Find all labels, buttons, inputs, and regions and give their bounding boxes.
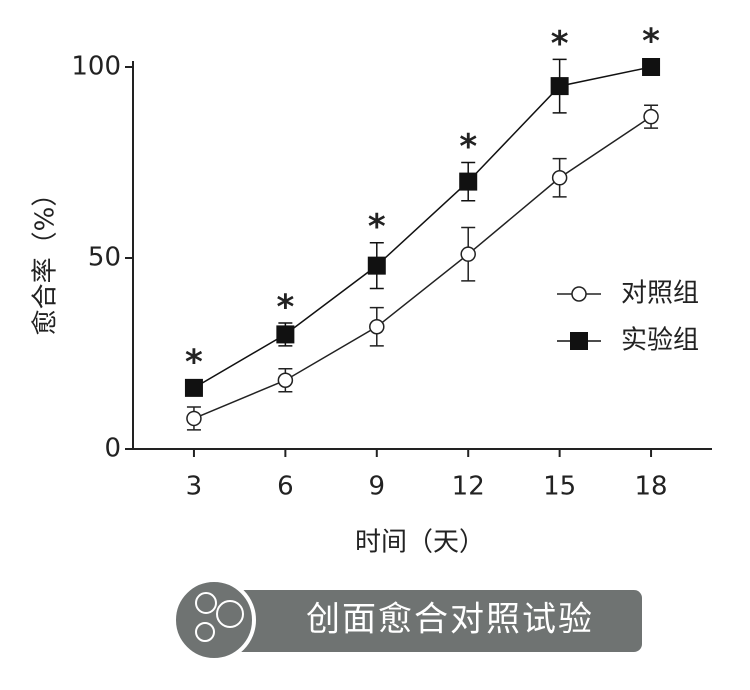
point — [184, 378, 203, 397]
point — [642, 58, 661, 76]
legend-label: 实验组 — [621, 326, 699, 356]
point — [369, 319, 385, 335]
significance-label: * — [642, 22, 660, 62]
point — [550, 77, 569, 96]
x-axis-label: 时间（天） — [355, 528, 485, 558]
caption: 创面愈合对照试验 — [306, 600, 594, 640]
x-tick-label: 12 — [452, 472, 485, 502]
x-tick-label: 6 — [277, 472, 294, 502]
significance-label: * — [459, 127, 477, 167]
significance-label: * — [185, 342, 203, 382]
significance-label: * — [276, 287, 294, 327]
point — [186, 410, 202, 427]
point — [276, 325, 295, 344]
x-tick-label: 9 — [369, 472, 386, 502]
significance-label: * — [551, 24, 569, 64]
y-axis-label: 愈合率（%） — [31, 181, 61, 336]
bubble — [216, 600, 244, 628]
significance-label: * — [368, 207, 386, 247]
bubble — [195, 592, 217, 614]
banner-bg — [190, 590, 642, 652]
point — [367, 256, 386, 275]
legend-marker — [570, 332, 588, 350]
point — [551, 170, 568, 186]
banner-icon-bg — [172, 578, 256, 662]
point — [459, 172, 478, 191]
y-tick-label: 50 — [88, 243, 121, 273]
caption-banner: 创面愈合对照试验 — [172, 578, 642, 662]
point — [277, 372, 294, 388]
x-tick-label: 18 — [635, 472, 668, 502]
bubble — [195, 622, 215, 642]
x-tick-label: 15 — [543, 472, 576, 502]
line — [193, 116, 652, 420]
line — [193, 66, 652, 389]
point — [460, 246, 476, 262]
y-tick-label: 100 — [71, 52, 121, 82]
point — [643, 108, 659, 125]
y-tick-label: 0 — [104, 434, 121, 464]
legend-label: 对照组 — [621, 279, 699, 309]
legend-marker — [571, 286, 587, 302]
x-tick-label: 3 — [186, 472, 203, 502]
